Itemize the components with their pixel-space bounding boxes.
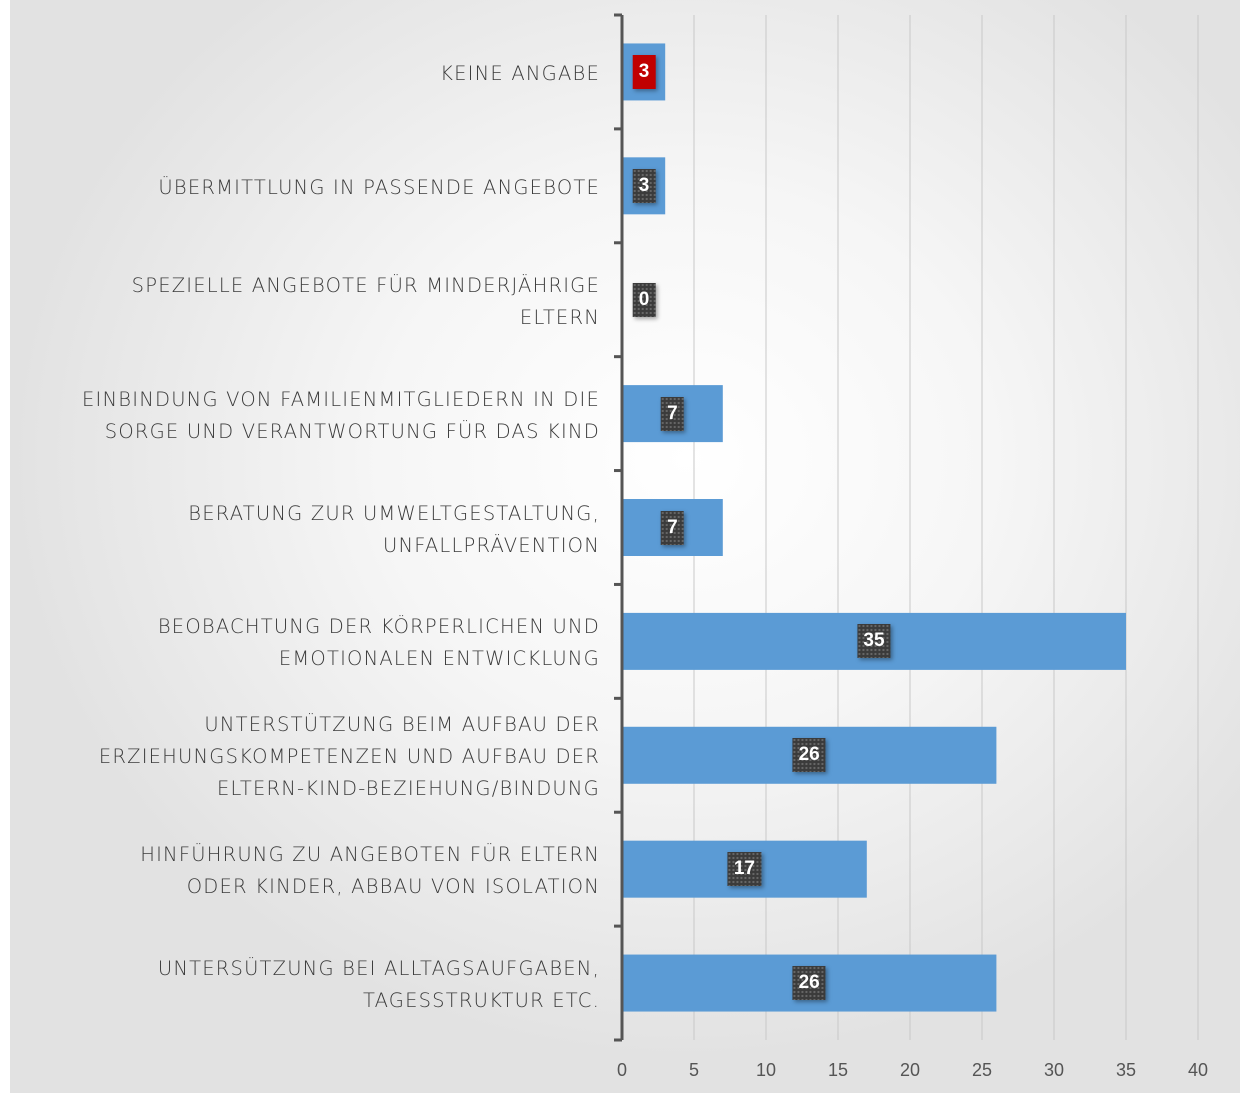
x-tick-label: 5 — [688, 1060, 699, 1080]
data-label: 26 — [792, 966, 826, 1001]
x-tick-label: 40 — [1187, 1060, 1209, 1080]
category-label-line: ERZIEHUNGSKOMPETENZEN UND AUFBAU DER — [98, 745, 600, 769]
category-label-line: EMOTIONALEN ENTWICKLUNG — [278, 647, 600, 671]
category-label-line: ELTERN-KIND-BEZIEHUNG/BINDUNG — [216, 777, 600, 801]
category-label: BEOBACHTUNG DER KÖRPERLICHEN UND EMOTIONA… — [10, 611, 600, 675]
data-label: 17 — [727, 852, 761, 887]
category-label: BERATUNG ZUR UMWELTGESTALTUNG, UNFALLPRÄV… — [10, 498, 600, 562]
category-label-line: ÜBERMITTLUNG IN PASSENDE ANGEBOTE — [158, 175, 600, 199]
x-tick-label: 0 — [616, 1060, 627, 1080]
category-label-line: BEOBACHTUNG DER KÖRPERLICHEN UND — [157, 615, 600, 639]
data-label: 3 — [632, 168, 656, 203]
x-tick-label: 10 — [755, 1060, 777, 1080]
data-label: 26 — [792, 738, 826, 773]
category-label-line: TAGESSTRUKTUR ETC. — [362, 989, 600, 1013]
category-label-line: HINFÜHRUNG ZU ANGEBOTEN FÜR ELTERN — [140, 843, 600, 867]
data-label: 3 — [632, 54, 656, 89]
category-label-line: BERATUNG ZUR UMWELTGESTALTUNG, — [188, 501, 600, 525]
category-label-line: UNFALLPRÄVENTION — [382, 533, 600, 557]
data-label: 7 — [661, 396, 684, 431]
category-label: UNTERSÜTZUNG BEI ALLTAGSAUFGABEN, TAGESST… — [10, 953, 600, 1017]
category-label-line: SORGE UND VERANTWORTUNG FÜR DAS KIND — [104, 419, 600, 443]
category-label-line: SPEZIELLE ANGEBOTE FÜR MINDERJÄHRIGE — [131, 273, 600, 297]
x-tick-label: 30 — [1043, 1060, 1065, 1080]
category-label: SPEZIELLE ANGEBOTE FÜR MINDERJÄHRIGE ELTE… — [10, 270, 600, 334]
data-label: 7 — [661, 510, 684, 545]
x-tick-label: 25 — [971, 1060, 993, 1080]
category-label-line: UNTERSÜTZUNG BEI ALLTAGSAUFGABEN, — [157, 957, 600, 981]
category-label: KEINE ANGABE — [10, 58, 600, 90]
x-tick-label: 35 — [1115, 1060, 1137, 1080]
category-label-line: KEINE ANGABE — [440, 61, 600, 85]
category-label: UNTERSTÜTZUNG BEIM AUFBAU DER ERZIEHUNGSK… — [10, 709, 600, 805]
category-label-line: ELTERN — [519, 305, 600, 329]
category-label: EINBINDUNG VON FAMILIENMITGLIEDERN IN DI… — [10, 384, 600, 448]
data-label: 35 — [857, 624, 891, 659]
data-label: 0 — [632, 282, 656, 317]
category-label: HINFÜHRUNG ZU ANGEBOTEN FÜR ELTERN ODER K… — [10, 839, 600, 903]
category-label-line: ODER KINDER, ABBAU VON ISOLATION — [186, 875, 600, 899]
x-tick-label: 20 — [899, 1060, 921, 1080]
category-label-line: EINBINDUNG VON FAMILIENMITGLIEDERN IN DI… — [82, 387, 600, 411]
x-tick-label: 15 — [827, 1060, 849, 1080]
category-label: ÜBERMITTLUNG IN PASSENDE ANGEBOTE — [10, 172, 600, 204]
category-label-line: UNTERSTÜTZUNG BEIM AUFBAU DER — [204, 713, 600, 737]
